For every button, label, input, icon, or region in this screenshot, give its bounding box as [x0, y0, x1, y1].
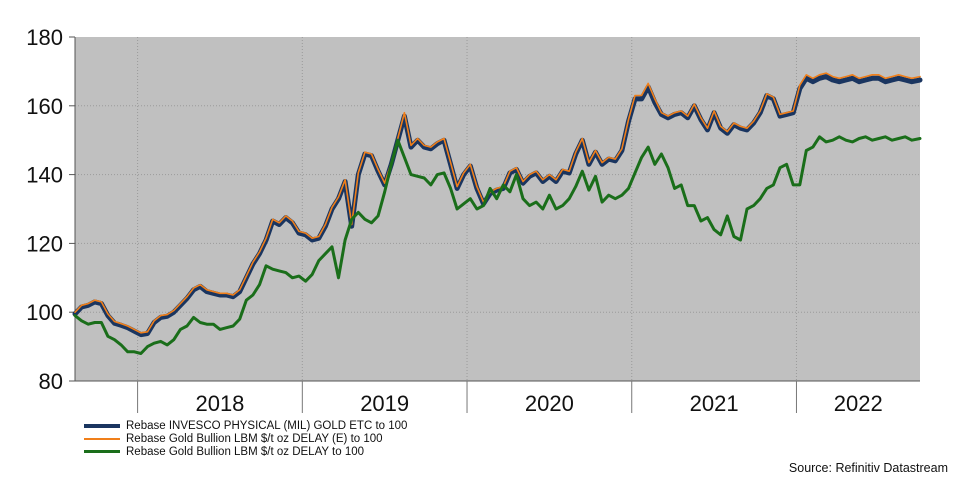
- legend-label-invesco: Rebase INVESCO PHYSICAL (MIL) GOLD ETC t…: [126, 419, 408, 432]
- legend-item-gold-e: Rebase Gold Bullion LBM $/t oz DELAY (E)…: [84, 432, 407, 445]
- plot-area: [75, 37, 920, 381]
- legend-item-invesco: Rebase INVESCO PHYSICAL (MIL) GOLD ETC t…: [84, 419, 407, 432]
- legend-swatch-gold-e: [84, 437, 120, 440]
- grid-lines: [75, 37, 920, 381]
- y-tick-label: 100: [26, 300, 63, 325]
- y-tick-label: 160: [26, 94, 63, 119]
- series-line-gold: [73, 135, 922, 355]
- legend: Rebase INVESCO PHYSICAL (MIL) GOLD ETC t…: [84, 419, 407, 458]
- y-tick-label: 180: [26, 25, 63, 50]
- x-tick-label: 2018: [195, 391, 244, 416]
- legend-swatch-gold: [84, 450, 120, 453]
- legend-swatch-invesco: [84, 423, 120, 428]
- x-tick-label: 2021: [690, 391, 739, 416]
- series-line-gold-e: [74, 72, 921, 334]
- y-tick-label: 120: [26, 231, 63, 256]
- legend-item-gold: Rebase Gold Bullion LBM $/t oz DELAY to …: [84, 445, 407, 458]
- axes: [74, 37, 920, 382]
- x-tick-label: 2022: [834, 391, 883, 416]
- x-tick-label: 2019: [360, 391, 409, 416]
- legend-label-gold: Rebase Gold Bullion LBM $/t oz DELAY to …: [126, 445, 365, 458]
- source-note: Source: Refinitiv Datastream: [788, 461, 948, 475]
- legend-label-gold-e: Rebase Gold Bullion LBM $/t oz DELAY (E)…: [126, 432, 383, 445]
- y-tick-label: 80: [39, 369, 63, 394]
- y-axis-ticks: 80 100 120 140 160 180: [26, 25, 75, 394]
- y-tick-label: 140: [26, 163, 63, 188]
- x-tick-label: 2020: [525, 391, 574, 416]
- series-lines: [72, 72, 923, 355]
- x-axis-ticks: 2018 2019 2020 2021 2022: [137, 381, 883, 416]
